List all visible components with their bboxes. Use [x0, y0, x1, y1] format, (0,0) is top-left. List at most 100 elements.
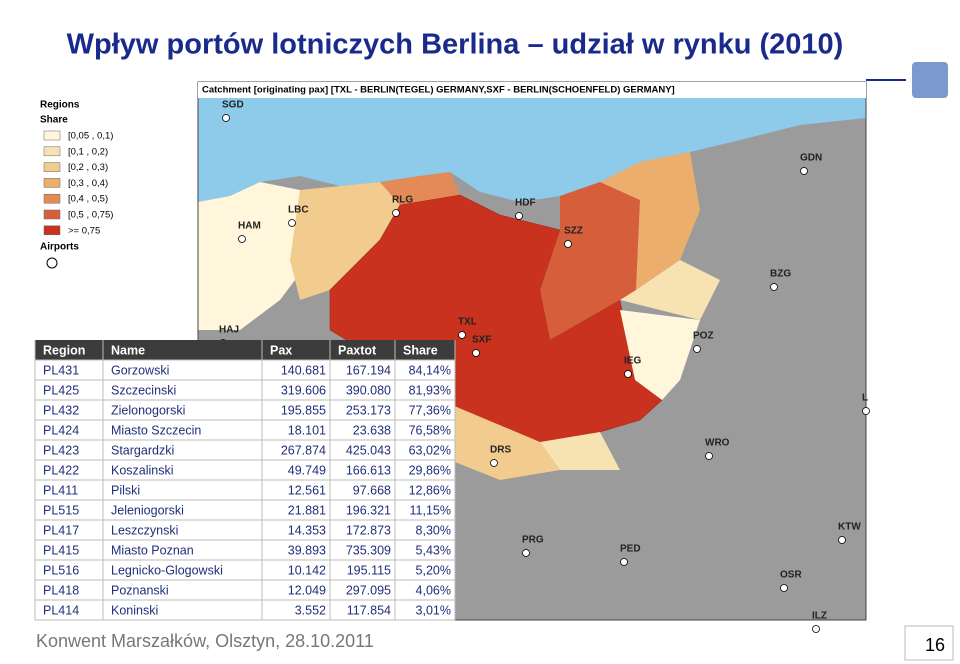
legend-swatch: [43, 225, 61, 236]
table-cell: 390.080: [346, 383, 391, 397]
table-cell: PL516: [43, 563, 79, 577]
table-cell: 63,02%: [409, 443, 451, 457]
region: [290, 182, 400, 300]
airport-label: LBC: [288, 205, 309, 216]
table-cell: Szczecinski: [111, 383, 176, 397]
airport-label: SXF: [472, 335, 491, 346]
airport-label: HAJ: [219, 325, 239, 336]
airport-label: DRS: [490, 445, 511, 456]
airport-icon: [522, 549, 530, 557]
table-cell: 8,30%: [416, 523, 451, 537]
airport-icon: [862, 407, 870, 415]
legend-swatch: [43, 178, 61, 188]
legend-swatch: [43, 162, 61, 172]
airport-label: SZZ: [564, 226, 583, 237]
caption-box: [198, 82, 866, 98]
table-cell: 77,36%: [409, 403, 451, 417]
table-cell: 735.309: [346, 543, 391, 557]
table-cell: 29,86%: [409, 463, 451, 477]
table-cell: PL431: [43, 363, 79, 377]
legend-label: [0,4 , 0,5): [68, 194, 108, 205]
airport-icon: [490, 459, 498, 467]
legend-swatch: [43, 209, 61, 220]
table-cell: PL424: [43, 423, 79, 437]
legend-swatch: [43, 146, 61, 157]
table-cell: 81,93%: [409, 383, 451, 397]
airport-label: WRO: [705, 438, 730, 449]
table-cell: 425.043: [346, 443, 391, 457]
column-header: Pax: [270, 343, 292, 357]
region: [620, 260, 720, 320]
table-cell: Gorzowski: [111, 363, 169, 377]
table-cell: 267.874: [281, 443, 326, 457]
airport-icon: [812, 625, 820, 633]
airports: SGD GDN HAM LBC RLG HDF SZZ BZG HAJ TXL SXF POZ IEG L…: [219, 100, 870, 633]
airport-icon: [770, 283, 778, 291]
table-header-bg: [35, 340, 455, 360]
airport-label: PRG: [522, 535, 544, 546]
column-header: Paxtot: [338, 343, 377, 357]
airport-icon: [705, 452, 713, 460]
table-cell: 117.854: [347, 603, 391, 617]
table-cell: Koninski: [111, 603, 158, 617]
airport-label: HAM: [238, 221, 261, 232]
legend-swatch: [43, 193, 61, 204]
table-cell: PL414: [43, 603, 79, 617]
table-cell: 18.101: [288, 423, 326, 437]
table-cell: PL417: [43, 523, 79, 537]
region: [540, 432, 620, 470]
table-cell: 140.681: [281, 363, 326, 377]
airport-label: ILZ: [812, 611, 827, 622]
sea: [198, 82, 866, 202]
table-cell: 5,43%: [416, 543, 451, 557]
table-cell: 49.749: [288, 463, 326, 477]
table-cell: Zielonogorski: [111, 403, 185, 417]
table-cell: 167.194: [346, 363, 391, 377]
table-cell: PL423: [43, 443, 79, 457]
region: [540, 182, 640, 340]
table-cell: Stargardzki: [111, 443, 174, 457]
region: [620, 310, 700, 400]
airport-icon: [624, 370, 632, 378]
airport-label: KTW: [838, 522, 861, 533]
airport-label: SGD: [222, 100, 244, 111]
legend-label: >= 0,75: [68, 225, 100, 236]
table-cell: PL432: [43, 403, 79, 417]
region: [380, 172, 460, 205]
legend-label: [0,05 , 0,1): [68, 131, 113, 142]
map: [198, 82, 866, 620]
legend-airports-title: Airports: [40, 242, 79, 253]
table-cell: 195.855: [281, 403, 326, 417]
legend-subtitle: Share: [40, 115, 68, 126]
table-cell: 12.049: [288, 583, 326, 597]
airport-icon: [620, 558, 628, 566]
table-cell: 297.095: [346, 583, 391, 597]
map-caption: Catchment [originating pax] [TXL - BERLI…: [202, 85, 675, 96]
table-cell: 196.321: [346, 503, 391, 517]
region: [600, 152, 700, 290]
legend: [35, 95, 196, 340]
table: Region Name Pax Paxtot Share PL431 Gorzowski 14…: [34, 340, 456, 621]
table-cell: 4,06%: [416, 583, 451, 597]
table-cell: 3,01%: [416, 603, 451, 617]
page-number: 16: [925, 635, 945, 655]
table-cell: 97.668: [353, 483, 391, 497]
table-cell: 195.115: [347, 563, 391, 577]
legend-label: [0,1 , 0,2): [68, 146, 108, 157]
table-cell: 84,14%: [409, 363, 451, 377]
legend-title: Regions: [40, 100, 80, 111]
region: [198, 182, 310, 330]
airport-label: POZ: [693, 331, 714, 342]
table-cell: Pilski: [111, 483, 140, 497]
column-header: Name: [111, 343, 145, 357]
table-cell: PL422: [43, 463, 79, 477]
airport-icon: [564, 240, 572, 248]
table-cell: PL415: [43, 543, 79, 557]
airport-icon: [46, 257, 58, 269]
airport-icon: [458, 331, 466, 339]
airport-label: GDN: [800, 153, 822, 164]
airport-icon: [693, 345, 701, 353]
airport-label: IEG: [624, 356, 641, 367]
slide-title: Wpływ portów lotniczych Berlina – udział…: [67, 29, 844, 61]
